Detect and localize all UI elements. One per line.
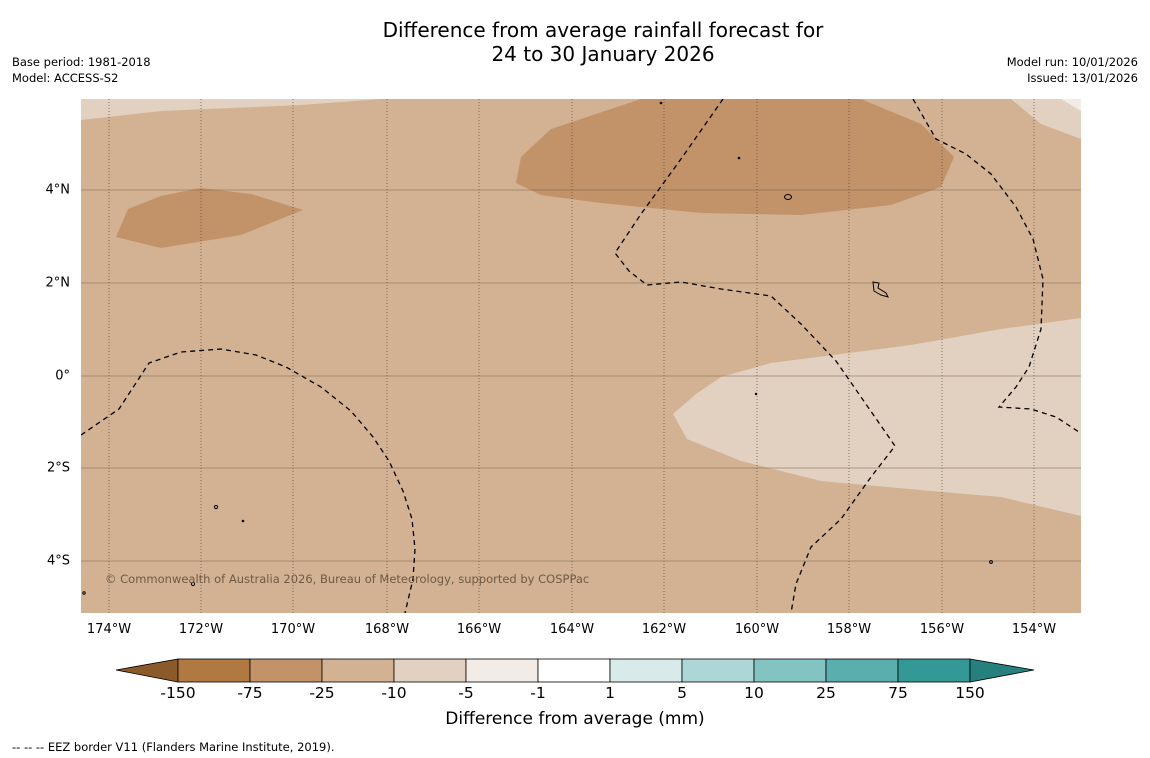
island-kiritimati (872, 281, 889, 298)
eez-border-central (614, 99, 896, 613)
colorbar-segment (609, 658, 683, 683)
colorbar-tick-label: -75 (237, 684, 263, 702)
lightest-anomaly-corner (1061, 99, 1081, 111)
colorbar-segment (753, 658, 827, 683)
colorbar-segment (249, 658, 323, 683)
model-name: Model: ACCESS-S2 (12, 71, 119, 85)
island-west-edge (82, 591, 86, 595)
colorbar-tick-label: -25 (309, 684, 335, 702)
eez-border-east (912, 99, 1080, 433)
colorbar-segment (681, 658, 755, 683)
title-line-2: 24 to 30 January 2026 (491, 42, 715, 66)
colorbar-tick-label: 10 (744, 684, 764, 702)
island-sw-1 (213, 504, 219, 510)
x-tick-label: 158°W (826, 622, 872, 637)
light-anomaly-east-equator (673, 318, 1081, 516)
colorbar-tick-label: -5 (458, 684, 474, 702)
issued-date: Issued: 13/01/2026 (1027, 71, 1138, 85)
colorbar-arrow-low (115, 658, 179, 683)
y-tick-label: 0° (55, 368, 70, 384)
island-sw-3 (190, 581, 196, 587)
colorbar-segment (393, 658, 467, 683)
x-tick-label: 156°W (919, 622, 965, 637)
base-period: Base period: 1981-2018 (12, 55, 151, 69)
x-tick-label: 168°W (364, 622, 410, 637)
x-tick-label: 162°W (641, 622, 687, 637)
colorbar (115, 658, 1035, 683)
island-north (784, 194, 792, 200)
island-equator (754, 392, 758, 396)
colorbar-tick-label: 25 (816, 684, 836, 702)
light-anomaly-top-left (81, 99, 381, 120)
y-tick-label: 2°N (45, 275, 71, 291)
colorbar-segment (321, 658, 395, 683)
island-top-2 (737, 156, 741, 160)
colorbar-segment (177, 658, 251, 683)
x-tick-label: 160°W (734, 622, 780, 637)
eez-border-west (81, 348, 416, 613)
light-anomaly-top-right (1011, 99, 1081, 139)
island-sw-2 (241, 519, 245, 523)
colorbar-arrow-high (969, 658, 1035, 683)
colorbar-tick-label: -150 (160, 684, 196, 702)
colorbar-segment (537, 658, 611, 683)
eez-borders (81, 99, 1080, 613)
parallel-lines (81, 189, 1081, 562)
colorbar-tick-label: 75 (888, 684, 908, 702)
colorbar-tick-label: 1 (605, 684, 615, 702)
x-tick-label: 154°W (1011, 622, 1057, 637)
colorbar-tick-label: 5 (677, 684, 687, 702)
model-run: Model run: 10/01/2026 (1006, 55, 1138, 69)
x-tick-label: 172°W (178, 622, 224, 637)
colorbar-title: Difference from average (mm) (445, 709, 705, 729)
island-top (659, 101, 663, 105)
dark-anomaly-top (516, 99, 954, 215)
title-line-1: Difference from average rainfall forecas… (382, 18, 824, 42)
dark-anomaly-left (116, 188, 303, 248)
meta-left: Base period: 1981-2018 Model: ACCESS-S2 (12, 54, 151, 86)
island-se (989, 560, 993, 564)
x-tick-label: 166°W (456, 622, 502, 637)
colorbar-segment (465, 658, 539, 683)
x-tick-label: 174°W (86, 622, 132, 637)
copyright-credit: © Commonwealth of Australia 2026, Bureau… (105, 572, 590, 586)
colorbar-tick-label: -10 (381, 684, 407, 702)
forecast-map (81, 99, 1081, 613)
colorbar-tick-label: 150 (955, 684, 985, 702)
colorbar-segment (897, 658, 971, 683)
eez-footnote: -- -- -- EEZ border V11 (Flanders Marine… (12, 740, 335, 754)
x-tick-label: 164°W (549, 622, 595, 637)
y-tick-label: 2°S (46, 460, 70, 476)
colorbar-tick-label: -1 (530, 684, 546, 702)
y-tick-label: 4°N (45, 182, 71, 198)
x-tick-label: 170°W (270, 622, 316, 637)
map-title: Difference from average rainfall forecas… (0, 18, 1150, 66)
islands (82, 101, 993, 595)
y-tick-label: 4°S (46, 553, 70, 569)
colorbar-segment (825, 658, 899, 683)
meta-right: Model run: 10/01/2026 Issued: 13/01/2026 (1007, 54, 1138, 86)
